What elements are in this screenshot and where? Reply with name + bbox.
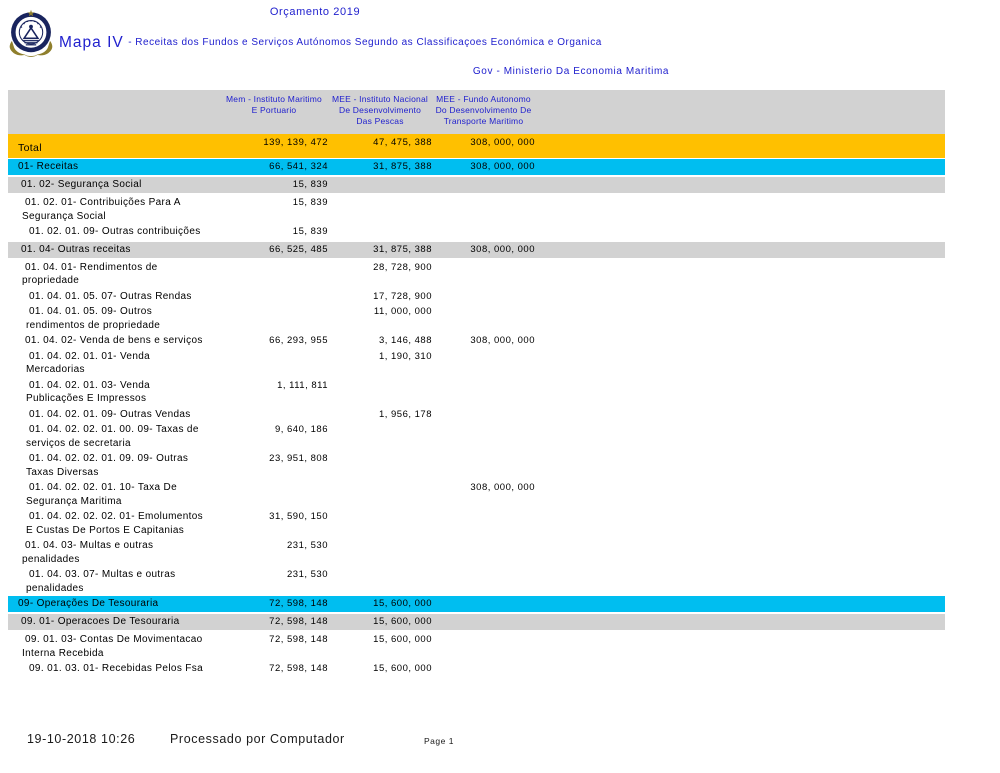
row-label: 01. 04. 02. 01. 01- Venda Mercadorias	[26, 350, 151, 376]
row-value-col3: 308, 000, 000	[470, 243, 535, 255]
row-label: 01. 04. 01. 05. 09- Outros rendimentos d…	[26, 306, 161, 331]
row-value-col2: 15, 600, 000	[373, 598, 432, 609]
table-row: 09. 01. 03. 01- Recebidas Pelos Fsa 72, …	[8, 661, 945, 677]
table-row: 09. 01- Operacoes De Tesouraria 72, 598,…	[8, 614, 945, 630]
row-value-col2: 15, 600, 000	[373, 663, 432, 674]
row-label: 01. 02. 01- Contribuições Para A Seguran…	[22, 197, 181, 222]
row-label: 01. 04. 01. 05. 07- Outras Rendas	[29, 290, 192, 302]
row-value-col2: 1, 956, 178	[378, 408, 432, 420]
row-value-col2: 17, 728, 900	[373, 290, 432, 302]
column-header-fundo-transporte: MEE - Fundo Autonomo Do Desenvolvimento …	[435, 94, 532, 126]
row-value-col1: 66, 541, 324	[269, 161, 328, 172]
cape-verde-emblem-logo	[9, 9, 53, 57]
row-label: 01. 04. 01- Rendimentos de propriedade	[22, 261, 158, 287]
row-value-col2: 15, 600, 000	[373, 616, 432, 627]
row-value-col3: 308, 000, 000	[470, 161, 535, 172]
row-value-col3: 308, 000, 000	[470, 137, 535, 148]
page-number: Page 1	[424, 736, 454, 746]
generated-timestamp: 19-10-2018 10:26	[27, 732, 136, 746]
processed-by-note: Processado por Computador	[170, 732, 345, 746]
table-header-row: Mem - Instituto Maritimo E Portuario MEE…	[8, 90, 945, 134]
row-label: 01. 04. 03- Multas e outras penalidades	[22, 540, 154, 565]
row-label: 01. 04. 02- Venda de bens e serviços	[25, 335, 203, 346]
row-value-col1: 1, 111, 811	[277, 379, 328, 391]
table-row: 01. 04. 02. 02. 01. 00. 09- Taxas de ser…	[8, 422, 945, 451]
row-value-col1: 15, 839	[292, 226, 328, 237]
table-row: 01. 04. 02. 02. 01. 09. 09- Outras Taxas…	[8, 451, 945, 480]
table-row: 01. 04. 03. 07- Multas e outras penalida…	[8, 567, 945, 596]
row-label: 01. 04- Outras receitas	[21, 243, 131, 255]
table-row: 01. 04. 02- Venda de bens e serviços 66,…	[8, 333, 945, 349]
column-header-instituto-pescas: MEE - Instituto Nacional De Desenvolvime…	[332, 94, 428, 126]
table-row: 09. 01. 03- Contas De Movimentacao Inter…	[8, 632, 945, 661]
table-row: 01. 04. 02. 01. 09- Outras Vendas 1, 956…	[8, 406, 945, 422]
table-row: 01. 04. 02. 02. 01. 10- Taxa De Seguranç…	[8, 480, 945, 509]
table-row: 01. 04. 01. 05. 07- Outras Rendas 17, 72…	[8, 288, 945, 304]
row-value-col1: 66, 525, 485	[269, 243, 328, 255]
row-value-col1: 139, 139, 472	[263, 137, 328, 148]
table-row: Total 139, 139, 472 47, 475, 388 308, 00…	[8, 134, 945, 158]
row-value-col2: 47, 475, 388	[373, 137, 432, 148]
row-value-col1: 66, 293, 955	[269, 335, 328, 346]
row-value-col1: 72, 598, 148	[269, 663, 328, 674]
table-row: 01. 04. 01- Rendimentos de propriedade 2…	[8, 259, 945, 289]
row-value-col1: 15, 839	[292, 179, 328, 190]
row-value-col3: 308, 000, 000	[470, 335, 535, 346]
table-row: 01- Receitas 66, 541, 324 31, 875, 388 3…	[8, 159, 945, 175]
table-row: 01. 04. 01. 05. 09- Outros rendimentos d…	[8, 304, 945, 333]
row-label: 01. 04. 02. 01. 09- Outras Vendas	[29, 408, 191, 420]
row-value-col2: 1, 190, 310	[378, 350, 432, 362]
row-label: 01. 04. 02. 02. 01. 00. 09- Taxas de ser…	[26, 424, 199, 449]
row-label: 09. 01. 03. 01- Recebidas Pelos Fsa	[29, 663, 204, 674]
row-label: 01. 04. 02. 01. 03- Venda Publicações E …	[26, 379, 151, 405]
row-value-col1: 231, 530	[287, 540, 328, 551]
table-row: 01. 04. 03- Multas e outras penalidades …	[8, 538, 945, 567]
row-label: 01. 02- Segurança Social	[21, 179, 142, 190]
table-row: 01. 04. 02. 01. 03- Venda Publicações E …	[8, 377, 945, 407]
column-header-instituto-maritimo: Mem - Instituto Maritimo E Portuario	[226, 94, 322, 115]
table-row: 01. 02. 01- Contribuições Para A Seguran…	[8, 195, 945, 224]
row-label: 01. 02. 01. 09- Outras contribuições	[29, 226, 201, 237]
map-subtitle: - Receitas dos Fundos e Serviços Autónom…	[128, 37, 602, 48]
table-row: 09- Operações De Tesouraria 72, 598, 148…	[8, 596, 945, 612]
row-value-col1: 72, 598, 148	[269, 634, 328, 645]
row-label: 09- Operações De Tesouraria	[18, 598, 159, 609]
row-value-col2: 28, 728, 900	[373, 261, 432, 273]
row-value-col1: 72, 598, 148	[269, 598, 328, 609]
row-label: 01. 04. 03. 07- Multas e outras penalida…	[26, 569, 176, 594]
receipts-table: Mem - Instituto Maritimo E Portuario MEE…	[8, 90, 945, 677]
budget-year-title: Orçamento 2019	[269, 6, 361, 18]
row-value-col1: 9, 640, 186	[274, 424, 328, 435]
table-row: 01. 02. 01. 09- Outras contribuições 15,…	[8, 224, 945, 240]
table-row: 01. 04. 02. 01. 01- Venda Mercadorias 1,…	[8, 348, 945, 378]
row-label: 01. 04. 02. 02. 01. 10- Taxa De Seguranç…	[26, 482, 177, 507]
row-value-col2: 3, 146, 488	[378, 335, 432, 346]
row-value-col1: 23, 951, 808	[269, 453, 328, 464]
table-row: 01. 04. 02. 02. 02. 01- Emolumentos E Cu…	[8, 509, 945, 538]
ministry-title: Gov - Ministerio Da Economia Maritima	[472, 66, 670, 77]
row-label: 09. 01. 03- Contas De Movimentacao Inter…	[22, 634, 203, 659]
row-value-col3: 308, 000, 000	[470, 482, 535, 493]
map-title: Mapa IV	[59, 34, 124, 51]
row-label: 01- Receitas	[18, 161, 79, 172]
table-row: 01. 04- Outras receitas 66, 525, 485 31,…	[8, 241, 945, 258]
table-body: Total 139, 139, 472 47, 475, 388 308, 00…	[8, 134, 945, 677]
table-row: 01. 02- Segurança Social 15, 839	[8, 177, 945, 193]
row-label: Total	[18, 141, 42, 154]
row-value-col2: 31, 875, 388	[373, 243, 432, 255]
report-title-line: Mapa IV - Receitas dos Fundos e Serviços…	[59, 34, 939, 52]
row-value-col2: 15, 600, 000	[373, 634, 432, 645]
row-label: 01. 04. 02. 02. 01. 09. 09- Outras Taxas…	[26, 453, 189, 478]
row-value-col1: 231, 530	[287, 569, 328, 580]
row-value-col2: 11, 000, 000	[373, 306, 432, 317]
row-label: 09. 01- Operacoes De Tesouraria	[21, 616, 180, 627]
row-value-col2: 31, 875, 388	[373, 161, 432, 172]
row-value-col1: 72, 598, 148	[269, 616, 328, 627]
row-value-col1: 31, 590, 150	[269, 511, 328, 522]
row-value-col1: 15, 839	[292, 197, 328, 208]
row-label: 01. 04. 02. 02. 02. 01- Emolumentos E Cu…	[26, 511, 204, 536]
report-footer: 19-10-2018 10:26 Processado por Computad…	[0, 732, 1000, 752]
